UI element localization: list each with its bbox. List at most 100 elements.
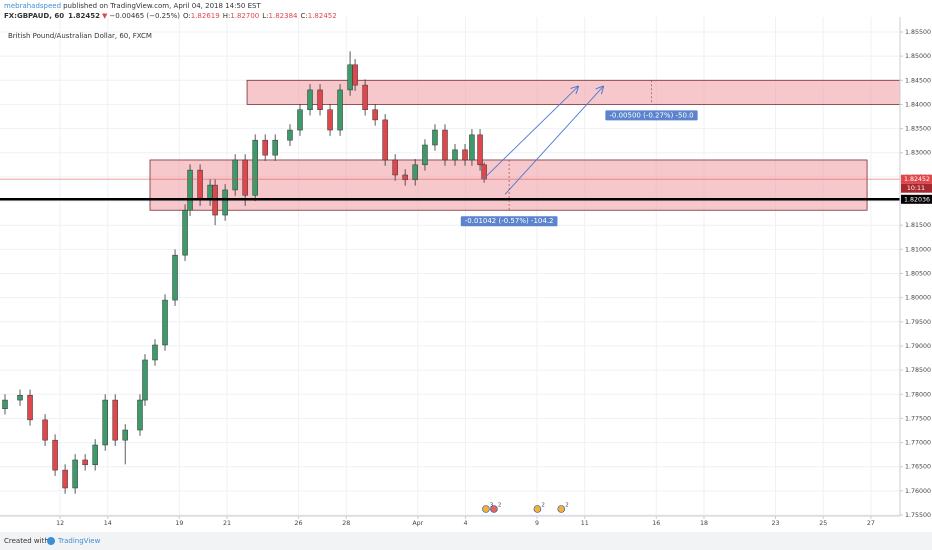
- candle-body: [142, 359, 148, 401]
- ohlc-label: O:: [183, 12, 191, 20]
- candle-body: [42, 419, 48, 441]
- author[interactable]: mebrahadspeed: [4, 2, 61, 10]
- axes: 1.75500 1.76000 1.76500 1.77000 1.77500 1.780…: [56, 29, 932, 527]
- candle-body: [162, 299, 168, 346]
- x-tick-label: 12: [56, 520, 64, 527]
- y-tick-label: 1.77000: [905, 440, 931, 447]
- event-count: 2: [498, 503, 502, 509]
- y-tick-label: 1.84500: [905, 77, 931, 84]
- y-tick-label: 1.79000: [905, 343, 931, 350]
- y-tick-label: 1.79500: [905, 319, 931, 326]
- x-tick-label: 25: [819, 520, 827, 527]
- candle-body: [372, 109, 378, 121]
- candle-body: [297, 109, 303, 131]
- x-tick-label: 16: [652, 520, 660, 527]
- change: −0.00465 (−0.25%): [109, 12, 180, 20]
- candle-body: [262, 139, 268, 156]
- zone: [149, 159, 868, 211]
- candle-body: [469, 134, 475, 161]
- y-tick-label: 1.80000: [905, 295, 931, 302]
- published: published on TradingView.com, April 04, …: [63, 2, 261, 10]
- candle-body: [187, 169, 193, 211]
- plot-area: -0.00500 (-0.27%) -50.0 -0.01042 (-0.57%)…: [0, 17, 901, 516]
- x-tick-label: 21: [223, 520, 231, 527]
- candle-body: [307, 89, 313, 110]
- event-icon: [482, 505, 490, 513]
- chart-title: British Pound/Australian Dollar, 60, FXC…: [8, 32, 152, 40]
- y-tick-label: 1.78500: [905, 367, 931, 374]
- x-tick-label: 28: [342, 520, 350, 527]
- candle-body: [442, 129, 448, 161]
- x-tick-label: 26: [295, 520, 303, 527]
- zone: [246, 79, 901, 105]
- candle-body: [207, 184, 213, 201]
- symbol-line: FX:GBPAUD, 60 1.82452 ▼ −0.00465 (−0.25%) O:…: [4, 12, 337, 20]
- candle-body: [462, 149, 468, 161]
- ohlc-value: 1.82384: [269, 12, 298, 20]
- x-tick-label: Apr: [412, 520, 423, 527]
- x-tick-label: 19: [175, 520, 183, 527]
- ohlc-value: 1.82452: [308, 12, 337, 20]
- y-tick-label: 1.85000: [905, 53, 931, 60]
- candle-body: [337, 89, 343, 131]
- ohlc-label: H:: [223, 12, 231, 20]
- countdown-label: 10:11: [907, 185, 925, 192]
- candle-body: [242, 159, 248, 196]
- y-tick-label: 1.76000: [905, 488, 931, 495]
- y-tick-label: 1.83000: [905, 150, 931, 157]
- footer-created: Created with: [4, 537, 49, 545]
- candle-body: [327, 109, 333, 131]
- candle-body: [272, 139, 278, 156]
- footer-brand[interactable]: TradingView: [57, 537, 101, 545]
- candle-body: [27, 394, 33, 421]
- x-tick-label: 18: [700, 520, 708, 527]
- candle-body: [112, 399, 118, 441]
- y-tick-label: 1.76500: [905, 464, 931, 471]
- candle-body: [347, 64, 353, 91]
- y-tick-label: 1.78000: [905, 391, 931, 398]
- price-tag-label: 1.82036: [904, 196, 930, 203]
- x-tick-label: 14: [104, 520, 112, 527]
- y-tick-label: 1.81000: [905, 246, 931, 253]
- candle-body: [317, 89, 323, 110]
- symbol: FX:GBPAUD, 60: [4, 12, 64, 20]
- candle-body: [477, 134, 483, 166]
- x-tick-label: 11: [581, 520, 589, 527]
- candle-body: [137, 399, 143, 431]
- candle-body: [412, 164, 418, 181]
- y-tick-label: 1.83500: [905, 126, 931, 133]
- event-icon: [533, 505, 542, 513]
- measure-label-bg: [605, 110, 698, 121]
- event-count: 2: [541, 503, 545, 509]
- footer-bar: [0, 532, 932, 550]
- x-tick-label: 27: [867, 520, 875, 527]
- header-line: mebrahadspeed published on TradingView.co…: [4, 2, 261, 10]
- candle-body: [62, 469, 68, 489]
- y-tick-label: 1.85500: [905, 29, 931, 36]
- price-tag: [901, 174, 932, 184]
- candle-body: [197, 169, 203, 201]
- y-tick-label: 1.81500: [905, 222, 931, 229]
- candle-body: [222, 189, 228, 216]
- price-tag-label: 1.82452: [904, 176, 930, 183]
- y-tick-label: 1.80500: [905, 271, 931, 278]
- candle-body: [422, 144, 428, 166]
- x-tick-label: 4: [463, 520, 467, 527]
- ohlc-value: 1.82700: [230, 12, 259, 20]
- y-tick-label: 1.75500: [905, 512, 931, 519]
- y-tick-label: 1.84000: [905, 101, 931, 108]
- candle-body: [402, 174, 408, 181]
- candle-body: [72, 459, 78, 489]
- candle-body: [232, 159, 238, 191]
- candle-body: [172, 254, 178, 301]
- trend-arrow: [482, 87, 578, 180]
- trend-arrow: [504, 87, 603, 195]
- x-tick-label: 9: [535, 520, 539, 527]
- event-count: 3: [490, 503, 494, 509]
- y-tick-label: 1.77500: [905, 415, 931, 422]
- ohlc-label: L:: [262, 12, 268, 20]
- x-tick-label: 23: [772, 520, 780, 527]
- candle-body: [82, 459, 88, 466]
- brand-logo: [47, 537, 55, 545]
- candle-body: [152, 344, 158, 361]
